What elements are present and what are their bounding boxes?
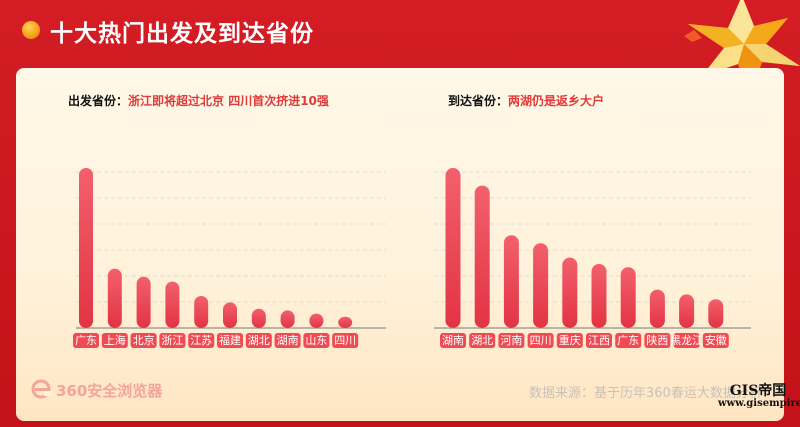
arrival-bar <box>679 294 695 328</box>
arrival-bar <box>562 257 578 328</box>
arrival-subtitle-highlight: 两湖仍是返乡大户 <box>508 94 605 108</box>
departure-category-label: 山东 <box>305 334 327 347</box>
departure-category-label-bg <box>332 333 359 348</box>
departure-subtitle-highlight: 浙江即将超过北京 四川首次挤进10强 <box>128 94 329 108</box>
data-source: 数据来源：基于历年360春运大数据分析 <box>529 386 762 401</box>
departure-category-label-bg <box>303 333 330 348</box>
departure-category-label-bg <box>188 333 215 348</box>
arrival-subtitle: 到达省份：两湖仍是返乡大户 <box>448 92 604 109</box>
departure-category-label: 上海 <box>104 333 126 347</box>
arrival-category-label-bg <box>673 333 700 348</box>
departure-subtitle-label: 出发省份： <box>68 94 129 108</box>
departure-bar <box>309 313 324 328</box>
departure-bar <box>338 316 353 328</box>
chart-panel: 出发省份：浙江即将超过北京 四川首次挤进10强 到达省份：两湖仍是返乡大户 广东… <box>16 68 784 421</box>
header: 十大热门出发及到达省份 <box>0 0 800 68</box>
arrival-category-label: 江西 <box>588 334 610 347</box>
departure-bar <box>251 308 266 328</box>
arrival-bar <box>445 168 461 328</box>
star-icon <box>684 0 800 96</box>
arrival-bar <box>503 235 519 328</box>
arrival-category-label-bg <box>440 333 466 348</box>
departure-category-label-bg <box>73 333 99 348</box>
departure-category-label: 湖北 <box>248 334 270 347</box>
departure-category-label: 四川 <box>334 334 356 347</box>
arrival-category-label: 湖北 <box>471 334 493 347</box>
departure-bar <box>165 281 180 328</box>
arrival-category-label: 重庆 <box>559 333 581 347</box>
departure-category-label-bg <box>217 333 243 348</box>
departure-category-label: 江苏 <box>190 334 212 347</box>
departure-bar <box>79 168 93 328</box>
arrival-bar <box>474 185 490 328</box>
arrival-subtitle-label: 到达省份： <box>448 94 509 108</box>
browser-logo-text: 360安全浏览器 <box>56 382 163 400</box>
departure-bar <box>107 268 122 328</box>
departure-category-label-bg <box>245 333 272 348</box>
departure-category-label: 湖南 <box>277 334 299 347</box>
arrival-bar <box>533 243 549 328</box>
departure-category-label: 广东 <box>75 334 97 347</box>
arrival-category-label-bg <box>644 333 671 348</box>
arrival-bar <box>649 289 665 328</box>
departure-bar <box>280 310 295 328</box>
departure-category-label: 北京 <box>133 333 155 347</box>
departure-category-label-bg <box>274 333 301 348</box>
arrival-bar <box>708 299 724 328</box>
arrival-bar <box>620 267 636 328</box>
departure-category-label-bg <box>101 333 128 348</box>
arrival-category-label-bg <box>498 333 525 348</box>
arrival-category-label: 黑龙江 <box>670 334 703 347</box>
watermark-url: www.gisempire.com <box>718 397 800 409</box>
departure-category-label-bg <box>130 333 157 348</box>
arrival-category-label-bg <box>556 333 583 348</box>
departure-bar <box>194 296 209 328</box>
arrival-category-label: 河南 <box>500 334 522 347</box>
arrival-category-label-bg <box>702 333 729 348</box>
watermark: GIS帝国 www.gisempire.com <box>718 383 800 409</box>
title-bullet-icon <box>22 21 40 39</box>
arrival-category-label-bg <box>615 333 642 348</box>
arrival-category-label: 湖南 <box>442 334 464 347</box>
arrival-category-label: 陕西 <box>646 333 668 347</box>
departure-subtitle: 出发省份：浙江即将超过北京 四川首次挤进10强 <box>68 92 329 109</box>
departure-category-label: 福建 <box>219 333 241 347</box>
departure-category-label: 浙江 <box>161 334 183 347</box>
departure-bar <box>136 276 151 328</box>
watermark-title: GIS帝国 <box>729 383 787 399</box>
departure-bar <box>223 302 237 328</box>
page-title: 十大热门出发及到达省份 <box>50 21 314 47</box>
arrival-bar <box>591 264 607 328</box>
browser-e-icon <box>31 379 52 399</box>
arrival-category-label-bg <box>527 333 554 348</box>
arrival-category-label-bg <box>586 333 612 348</box>
arrival-category-label: 广东 <box>617 334 639 347</box>
departure-category-label-bg <box>159 333 186 348</box>
arrival-category-label: 安徽 <box>705 333 727 347</box>
arrival-category-label-bg <box>469 333 496 348</box>
arrival-category-label: 四川 <box>530 334 552 347</box>
charts: 广东 上海 北京 浙江 江苏 福建 湖北 湖南 山东 四川 湖南 湖北 河南 四川 重庆 江西 广东 陕西 黑龙江安… <box>73 168 751 348</box>
